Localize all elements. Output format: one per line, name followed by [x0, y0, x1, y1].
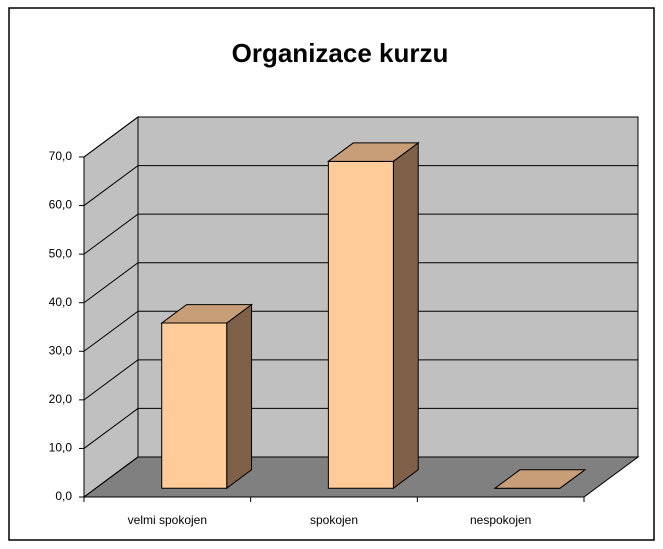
left-wall [83, 116, 139, 498]
y-tick-label: 30,0 [49, 343, 73, 357]
bar [326, 141, 420, 490]
x-tick-label: spokojen [310, 513, 358, 527]
y-tick-label: 10,0 [49, 441, 73, 455]
bar-front [327, 160, 394, 489]
grid-line [83, 262, 638, 304]
grid-line [83, 310, 638, 352]
grid-line [83, 213, 638, 255]
bar-top [160, 304, 254, 324]
y-tick-label: 40,0 [49, 295, 73, 309]
x-tick-label: nespokojen [470, 513, 531, 527]
bar-top [326, 142, 420, 162]
bar [160, 303, 254, 490]
y-tick-label: 60,0 [49, 198, 73, 212]
y-tick-label: 20,0 [49, 392, 73, 406]
grid-line [83, 116, 638, 158]
bar-side [392, 141, 419, 490]
grid-line [83, 456, 638, 498]
bar-front [161, 322, 228, 489]
bar-side [226, 303, 253, 490]
grid-line [83, 359, 638, 401]
bar-top [493, 469, 587, 489]
bar [493, 469, 587, 489]
chart-title: Organizace kurzu [232, 38, 449, 68]
y-tick-label: 70,0 [49, 149, 73, 163]
grid-line [83, 407, 638, 449]
y-tick-label: 50,0 [49, 246, 73, 260]
y-tick-label: 0,0 [55, 489, 72, 503]
grid-line [83, 165, 638, 206]
x-tick-label: velmi spokojen [128, 513, 207, 527]
